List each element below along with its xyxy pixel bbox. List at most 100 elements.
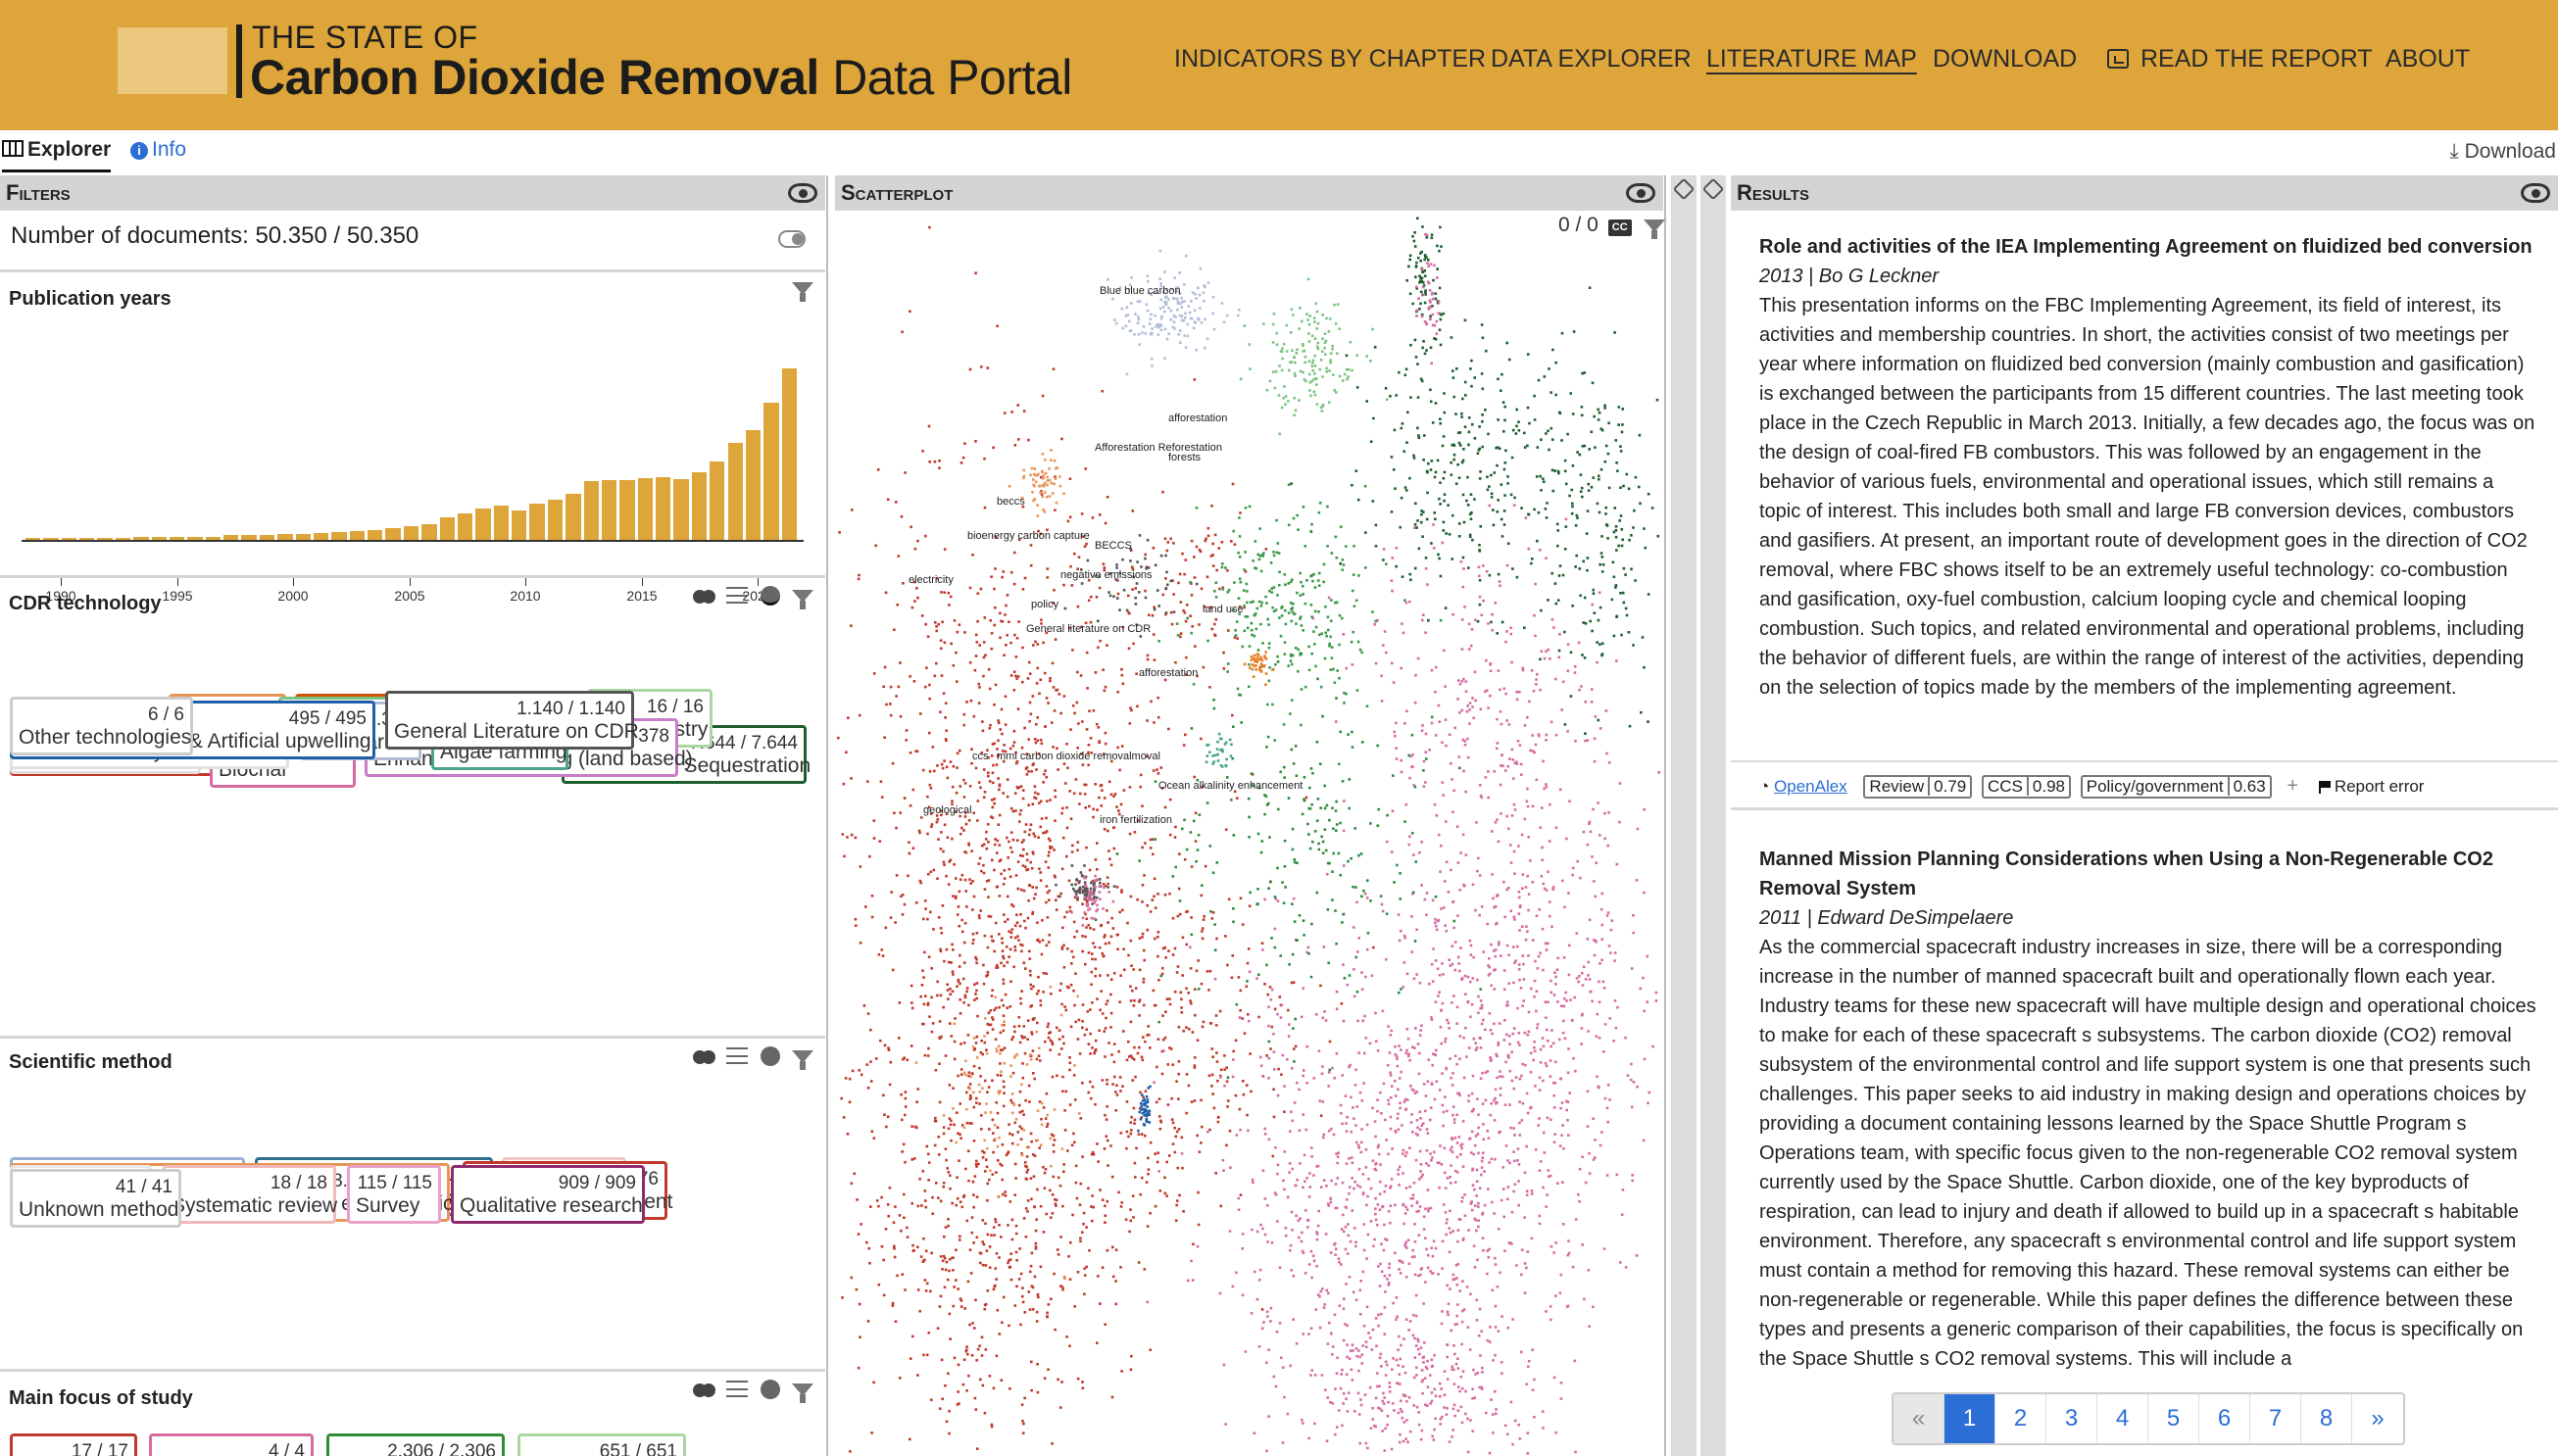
scatter-point[interactable] [976, 1347, 980, 1351]
scatter-point[interactable] [1356, 1143, 1360, 1147]
scatter-point[interactable] [1251, 1178, 1254, 1182]
scatter-point[interactable] [1463, 606, 1466, 608]
scatter-point[interactable] [991, 743, 995, 746]
scatter-point[interactable] [1379, 1091, 1382, 1094]
scatter-point[interactable] [1484, 1098, 1488, 1102]
scatter-point[interactable] [1239, 511, 1242, 514]
scatter-point[interactable] [1335, 1051, 1339, 1055]
scatter-point[interactable] [1336, 1155, 1340, 1158]
scatter-point[interactable] [1293, 1060, 1296, 1063]
scatter-point[interactable] [1451, 1273, 1455, 1277]
scatter-point[interactable] [1542, 1410, 1545, 1413]
scatter-point[interactable] [1455, 1171, 1459, 1174]
scatter-point[interactable] [1038, 1146, 1041, 1149]
scatter-point[interactable] [1048, 1032, 1051, 1035]
scatter-point[interactable] [1264, 595, 1267, 599]
palette-icon[interactable] [760, 1380, 780, 1399]
scatter-point[interactable] [1565, 999, 1568, 1002]
scatter-point[interactable] [901, 1118, 904, 1122]
scatter-point[interactable] [971, 908, 974, 911]
scatter-point[interactable] [1019, 808, 1023, 812]
scatter-point[interactable] [1085, 1265, 1089, 1269]
scatter-point[interactable] [1061, 926, 1064, 930]
scatter-point[interactable] [1435, 924, 1438, 928]
scatter-point[interactable] [1047, 1368, 1050, 1371]
scatter-point[interactable] [1520, 1248, 1524, 1251]
scatter-point[interactable] [1509, 844, 1512, 847]
scatter-point[interactable] [1149, 1141, 1153, 1144]
scatter-point[interactable] [887, 1214, 890, 1218]
scatter-point[interactable] [1507, 887, 1510, 890]
scatter-point[interactable] [1390, 1085, 1394, 1088]
scatter-point[interactable] [1464, 1389, 1467, 1393]
scatter-point[interactable] [1377, 1406, 1380, 1410]
scatter-point[interactable] [1583, 1297, 1586, 1301]
scatter-point[interactable] [1025, 752, 1028, 755]
histogram-bar[interactable] [25, 537, 41, 540]
scatter-point[interactable] [1442, 1124, 1445, 1128]
scatter-point[interactable] [1153, 606, 1156, 609]
scatter-point[interactable] [1419, 1346, 1423, 1349]
scatter-point[interactable] [1045, 631, 1049, 635]
scatter-point[interactable] [1115, 886, 1119, 889]
scatter-point[interactable] [1085, 917, 1089, 920]
scatter-point[interactable] [1189, 831, 1193, 834]
scatter-point[interactable] [1467, 1229, 1470, 1232]
scatter-point[interactable] [1000, 1236, 1003, 1238]
scatter-point[interactable] [929, 910, 932, 914]
scatter-point[interactable] [1148, 613, 1151, 617]
scatter-point[interactable] [1323, 1303, 1326, 1306]
scatter-point[interactable] [1466, 1326, 1470, 1329]
scatter-point[interactable] [1073, 936, 1076, 939]
scatter-point[interactable] [1089, 927, 1092, 930]
scatter-point[interactable] [1362, 890, 1365, 893]
scatter-point[interactable] [1336, 1177, 1340, 1180]
scatter-point[interactable] [963, 815, 967, 818]
scatter-point[interactable] [1288, 963, 1291, 966]
scatter-point[interactable] [1532, 1058, 1535, 1062]
scatter-point[interactable] [941, 1259, 945, 1263]
scatter-point[interactable] [1500, 764, 1502, 767]
scatter-point[interactable] [1221, 588, 1224, 591]
panel-resize-handle[interactable] [826, 175, 828, 1456]
scatter-point[interactable] [1391, 1402, 1395, 1405]
scatter-point[interactable] [1413, 940, 1417, 943]
scatter-point[interactable] [1034, 797, 1038, 801]
nav-download[interactable]: DOWNLOAD [1933, 45, 2078, 73]
scatter-point[interactable] [1302, 919, 1305, 922]
scatter-point[interactable] [1183, 857, 1187, 861]
scatter-point[interactable] [1519, 904, 1522, 907]
scatter-point[interactable] [1232, 1049, 1235, 1053]
scatter-point[interactable] [1458, 1035, 1462, 1038]
scatter-point[interactable] [1346, 1410, 1350, 1413]
scatter-point[interactable] [1169, 537, 1172, 541]
scatter-point[interactable] [938, 460, 941, 462]
scatter-point[interactable] [1054, 509, 1057, 511]
scatter-point[interactable] [1018, 924, 1022, 928]
scatter-point[interactable] [1461, 1165, 1465, 1168]
scatter-point[interactable] [1185, 655, 1188, 659]
scatter-point[interactable] [974, 440, 977, 443]
scatter-point[interactable] [957, 1390, 959, 1393]
scatter-point[interactable] [955, 1248, 958, 1252]
scatter-point[interactable] [1342, 1338, 1346, 1342]
scatter-point[interactable] [1429, 1270, 1432, 1273]
scatter-point[interactable] [1467, 622, 1471, 626]
scatter-point[interactable] [977, 914, 981, 917]
scatter-point[interactable] [1554, 733, 1558, 737]
scatter-point[interactable] [1393, 730, 1396, 734]
scatter-point[interactable] [1092, 709, 1096, 712]
scatter-point[interactable] [1558, 788, 1562, 792]
scatter-point[interactable] [1451, 1435, 1453, 1438]
scatter-point[interactable] [1002, 978, 1006, 982]
scatter-point[interactable] [937, 622, 940, 626]
scatter-point[interactable] [1453, 1323, 1457, 1326]
scatter-point[interactable] [1310, 1146, 1313, 1149]
scatter-point[interactable] [948, 1269, 951, 1273]
scatter-point[interactable] [1449, 1176, 1451, 1179]
scatter-point[interactable] [1025, 1155, 1029, 1158]
scatter-point[interactable] [1339, 1386, 1343, 1390]
scatter-point[interactable] [1083, 545, 1087, 548]
scatter-point[interactable] [981, 729, 985, 733]
scatter-point[interactable] [1030, 1360, 1033, 1364]
